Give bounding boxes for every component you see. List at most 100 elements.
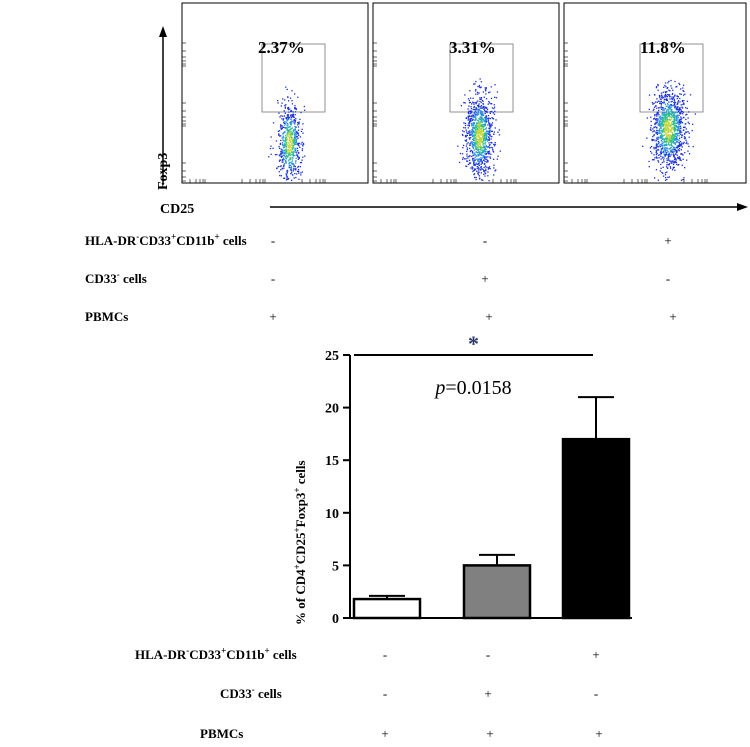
- flow-event-dot: [482, 126, 484, 129]
- flow-event-dot: [480, 124, 482, 126]
- flow-event-dot: [476, 114, 479, 116]
- flow-event-dot: [297, 96, 299, 98]
- flow-event-dot: [692, 146, 694, 148]
- flow-event-dot: [674, 94, 676, 96]
- flow-event-dot: [488, 151, 490, 153]
- flow-event-dot: [668, 119, 670, 121]
- flow-event-dot: [473, 173, 476, 175]
- flow-event-dot: [674, 156, 676, 159]
- flow-event-dot: [660, 140, 663, 142]
- flow-event-dot: [464, 124, 467, 127]
- flow-event-dot: [674, 95, 676, 97]
- flow-event-dot: [480, 137, 482, 139]
- flow-event-dot: [685, 142, 687, 145]
- flow-event-dot: [675, 116, 677, 118]
- flow-event-dot: [663, 138, 665, 140]
- flow-event-dot: [669, 114, 671, 116]
- flow-event-dot: [494, 142, 496, 144]
- flow-event-dot: [479, 98, 481, 101]
- flow-event-dot: [467, 117, 470, 119]
- flow-event-dot: [272, 122, 275, 124]
- flow-event-dot: [297, 154, 299, 156]
- flow-event-dot: [282, 119, 284, 121]
- flow-event-dot: [678, 135, 680, 137]
- flow-event-dot: [664, 111, 667, 114]
- flow-event-dot: [487, 160, 489, 162]
- flow-event-dot: [493, 151, 495, 153]
- flow-event-dot: [287, 154, 289, 157]
- flow-event-dot: [667, 121, 669, 123]
- flow-event-dot: [486, 107, 488, 109]
- flow-event-dot: [478, 103, 480, 105]
- flow-event-dot: [478, 92, 480, 94]
- flow-event-dot: [674, 105, 677, 107]
- flow-event-dot: [673, 124, 675, 126]
- flow-event-dot: [468, 125, 470, 127]
- flow-event-dot: [475, 102, 477, 104]
- flow-event-dot: [288, 100, 290, 102]
- flow-event-dot: [672, 127, 674, 130]
- flow-event-dot: [290, 173, 292, 175]
- flow-event-dot: [667, 139, 669, 141]
- flow-event-dot: [482, 134, 484, 136]
- flow-event-dot: [669, 155, 671, 157]
- flow-event-dot: [464, 127, 467, 129]
- flow-event-dot: [277, 102, 279, 104]
- flow-event-dot: [668, 155, 670, 158]
- flow-event-dot: [493, 107, 495, 110]
- flow-event-dot: [296, 135, 298, 138]
- flow-event-dot: [653, 146, 655, 149]
- flow-event-dot: [469, 138, 471, 140]
- flow-event-dot: [659, 144, 661, 146]
- flow-event-dot: [485, 166, 487, 168]
- flow-event-dot: [288, 150, 290, 152]
- flow-event-dot: [494, 96, 496, 98]
- flow-event-dot: [486, 111, 488, 114]
- flow-event-dot: [480, 140, 482, 142]
- flow-event-dot: [474, 134, 476, 137]
- flow-event-dot: [490, 126, 492, 128]
- flow-event-dot: [481, 111, 483, 113]
- flow-event-dot: [655, 121, 657, 123]
- flow-event-dot: [677, 121, 680, 124]
- flow-event-dot: [288, 151, 290, 154]
- flow-event-dot: [283, 177, 285, 179]
- flow-event-dot: [655, 87, 658, 89]
- flow-event-dot: [483, 132, 486, 134]
- flow-event-dot: [646, 117, 648, 119]
- flow-event-dot: [668, 143, 670, 145]
- flow-event-dot: [686, 113, 688, 115]
- flow-event-dot: [287, 129, 289, 131]
- flow-event-dot: [680, 179, 683, 181]
- flow-event-dot: [668, 137, 671, 139]
- flow-event-dot: [665, 123, 667, 125]
- flow-event-dot: [482, 105, 484, 108]
- flow-event-dot: [683, 126, 685, 128]
- flow-event-dot: [649, 147, 651, 149]
- flow-event-dot: [661, 130, 664, 132]
- flow-event-dot: [671, 87, 673, 89]
- flow-event-dot: [669, 147, 672, 149]
- flow-event-dot: [286, 156, 288, 158]
- flow-event-dot: [663, 109, 665, 111]
- flow-event-dot: [667, 134, 669, 137]
- flow-event-dot: [283, 158, 285, 160]
- flow-event-dot: [485, 132, 487, 134]
- flow-event-dot: [679, 157, 681, 159]
- flow-event-dot: [666, 119, 669, 121]
- flow-event-dot: [666, 144, 668, 146]
- flow-event-dot: [294, 129, 296, 131]
- flow-event-dot: [488, 166, 491, 168]
- flow-event-dot: [278, 112, 280, 114]
- flow-event-dot: [492, 112, 494, 114]
- flow-event-dot: [665, 125, 667, 128]
- flow-event-dot: [473, 119, 475, 121]
- flow-event-dot: [660, 148, 663, 150]
- flow-event-dot: [665, 96, 667, 98]
- flow-event-dot: [469, 142, 471, 145]
- flow-event-dot: [671, 139, 674, 141]
- flow-event-dot: [473, 168, 476, 170]
- flow-event-dot: [298, 123, 300, 125]
- flow-event-dot: [295, 133, 297, 135]
- flow-event-dot: [294, 134, 296, 136]
